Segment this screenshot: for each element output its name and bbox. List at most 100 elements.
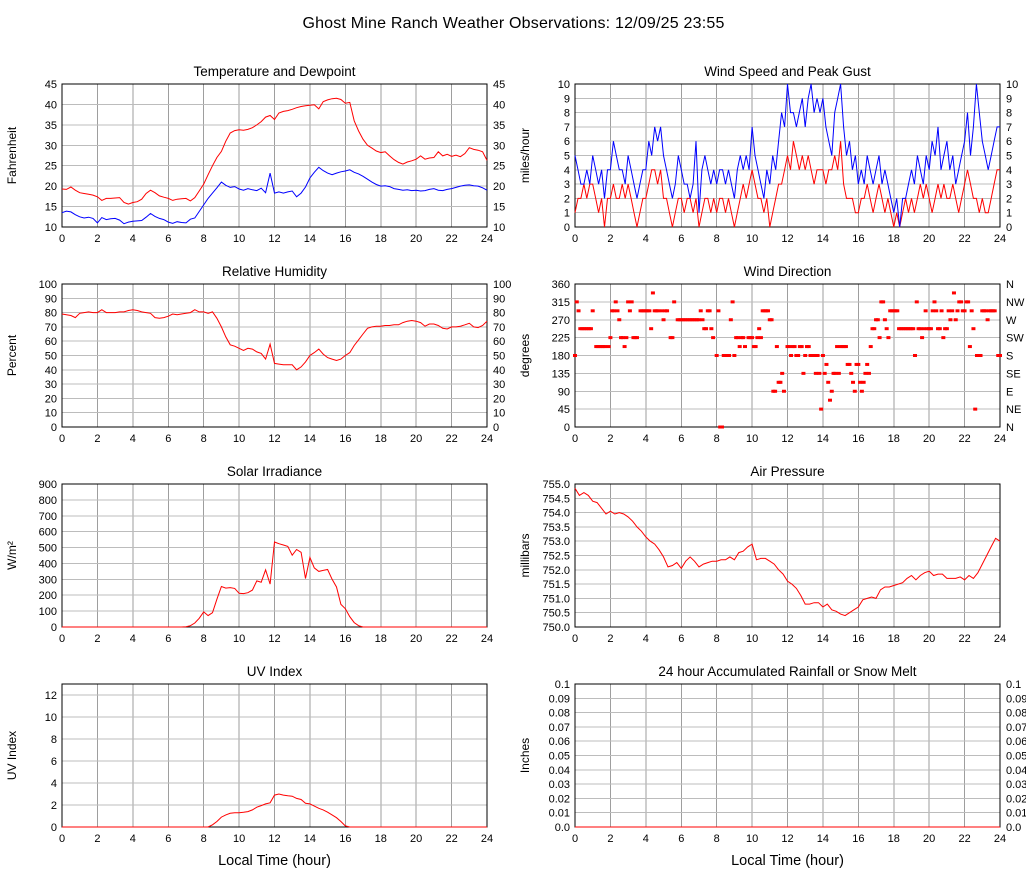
svg-text:0.1: 0.1: [555, 679, 570, 691]
svg-text:12: 12: [268, 833, 280, 845]
right-tick-labels: 0 10 20 30 40 50 60 70 80 90 100: [493, 279, 511, 434]
svg-text:8: 8: [714, 833, 720, 845]
svg-text:12: 12: [268, 233, 280, 245]
svg-text:45: 45: [45, 79, 57, 91]
svg-text:45: 45: [558, 404, 570, 416]
svg-text:30: 30: [493, 379, 505, 391]
x-axis-label: Local Time (hour): [731, 853, 844, 869]
svg-text:0: 0: [1006, 222, 1012, 234]
svg-text:0: 0: [51, 622, 57, 634]
svg-text:800: 800: [39, 495, 57, 507]
svg-text:10: 10: [493, 222, 505, 234]
air-pressure-plot: 750.0 750.5 751.0 751.5 752.0 752.5 753.0 753.5…: [518, 464, 1006, 645]
svg-text:12: 12: [781, 433, 793, 445]
svg-text:8: 8: [1006, 108, 1012, 120]
svg-text:4: 4: [51, 778, 57, 790]
chart-temperature-dewpoint: 10 15 20 25 30 35 40 45 10 15 20 25 30 35 40 45 0 2 4 6 8 10 1…: [0, 48, 513, 248]
24-hour-accumulated-rainfall-or-snow-melt-plot: 0.00.010.020.030.040.050.060.070.080.090…: [518, 664, 1026, 869]
svg-text:900: 900: [39, 479, 57, 491]
svg-text:30: 30: [45, 140, 57, 152]
svg-text:8: 8: [201, 433, 207, 445]
svg-text:12: 12: [268, 633, 280, 645]
svg-text:14: 14: [817, 633, 829, 645]
series-dewpoint: [61, 166, 488, 225]
svg-text:10: 10: [45, 222, 57, 234]
svg-text:0.04: 0.04: [1006, 765, 1026, 777]
svg-text:24: 24: [994, 833, 1006, 845]
svg-text:0: 0: [59, 633, 65, 645]
svg-text:24: 24: [994, 233, 1006, 245]
chart-rainfall: 0.0 0.01 0.02 0.03 0.04 0.05 0.06 0.07 0.08 0.09 0…: [513, 648, 1027, 878]
svg-text:22: 22: [445, 233, 457, 245]
svg-text:50: 50: [45, 351, 57, 363]
chart-title: Relative Humidity: [222, 264, 327, 279]
svg-text:10: 10: [233, 833, 245, 845]
svg-text:4: 4: [564, 165, 570, 177]
svg-text:2: 2: [94, 433, 100, 445]
svg-text:14: 14: [304, 633, 316, 645]
y-tick-labels: 0 45 90 135 180 225 270 315 360: [552, 279, 570, 434]
svg-text:12: 12: [781, 633, 793, 645]
svg-text:0.09: 0.09: [549, 693, 570, 705]
series-solar-irradiance: [62, 541, 487, 628]
svg-text:755.0: 755.0: [542, 479, 570, 491]
svg-text:0.04: 0.04: [549, 765, 570, 777]
chart-title: UV Index: [247, 664, 303, 679]
svg-text:10: 10: [45, 408, 57, 420]
svg-text:40: 40: [493, 365, 505, 377]
svg-text:752.0: 752.0: [542, 565, 570, 577]
svg-text:14: 14: [304, 433, 316, 445]
svg-text:90: 90: [558, 386, 570, 398]
svg-text:4: 4: [643, 633, 649, 645]
svg-text:751.0: 751.0: [542, 593, 570, 605]
svg-text:6: 6: [678, 433, 684, 445]
chart-title: Air Pressure: [750, 464, 824, 479]
svg-text:750.0: 750.0: [542, 622, 570, 634]
svg-text:15: 15: [493, 202, 505, 214]
svg-text:1: 1: [1006, 208, 1012, 220]
x-tick-labels: 0 2 4 6 8 10 12 14 16 18 20 22 24: [59, 633, 493, 645]
svg-text:10: 10: [746, 833, 758, 845]
svg-text:24: 24: [994, 433, 1006, 445]
svg-text:NW: NW: [1006, 297, 1025, 309]
right-tick-labels: 0.0 0.01 0.02 0.03 0.04 0.05 0.06 0.07 0.08 0.09 0…: [1006, 679, 1026, 834]
svg-text:22: 22: [958, 833, 970, 845]
svg-text:12: 12: [781, 833, 793, 845]
svg-text:70: 70: [45, 322, 57, 334]
svg-text:0.05: 0.05: [1006, 751, 1026, 763]
svg-text:35: 35: [45, 120, 57, 132]
chart-wind-speed-peak-gust: 0 1 2 3 4 5 6 7 8 9 10 0 1 2 3 4 5 6 7 8 9 10 0 2 4 6 8 10 12 14 16 18 2…: [513, 48, 1027, 248]
svg-text:2: 2: [94, 833, 100, 845]
svg-text:3: 3: [1006, 179, 1012, 191]
svg-text:4: 4: [130, 433, 136, 445]
svg-text:24: 24: [481, 633, 493, 645]
plot-border: [61, 83, 488, 228]
svg-text:6: 6: [1006, 136, 1012, 148]
right-tick-labels: N NE E SE S SW W NW N: [1006, 279, 1025, 434]
svg-text:20: 20: [45, 393, 57, 405]
svg-text:0: 0: [572, 633, 578, 645]
svg-text:10: 10: [558, 79, 570, 91]
svg-text:0.07: 0.07: [549, 722, 570, 734]
svg-text:35: 35: [493, 120, 505, 132]
svg-text:14: 14: [817, 233, 829, 245]
svg-text:18: 18: [888, 433, 900, 445]
page-title: Ghost Mine Ranch Weather Observations: 1…: [302, 15, 725, 32]
svg-text:7: 7: [1006, 122, 1012, 134]
svg-text:752.5: 752.5: [542, 551, 570, 563]
svg-text:16: 16: [852, 633, 864, 645]
gridlines: [575, 84, 1000, 227]
svg-text:22: 22: [958, 633, 970, 645]
svg-text:0: 0: [51, 422, 57, 434]
svg-text:400: 400: [39, 558, 57, 570]
svg-text:18: 18: [375, 433, 387, 445]
y-tick-labels: 0 10 20 30 40 50 60 70 80 90 100: [39, 279, 57, 434]
svg-text:0.01: 0.01: [549, 808, 570, 820]
svg-text:180: 180: [552, 351, 570, 363]
y-axis-label: W/m²: [5, 541, 19, 570]
series-wind-direction: [573, 291, 1002, 429]
svg-text:14: 14: [817, 833, 829, 845]
svg-text:100: 100: [493, 279, 511, 291]
svg-text:753.0: 753.0: [542, 536, 570, 548]
